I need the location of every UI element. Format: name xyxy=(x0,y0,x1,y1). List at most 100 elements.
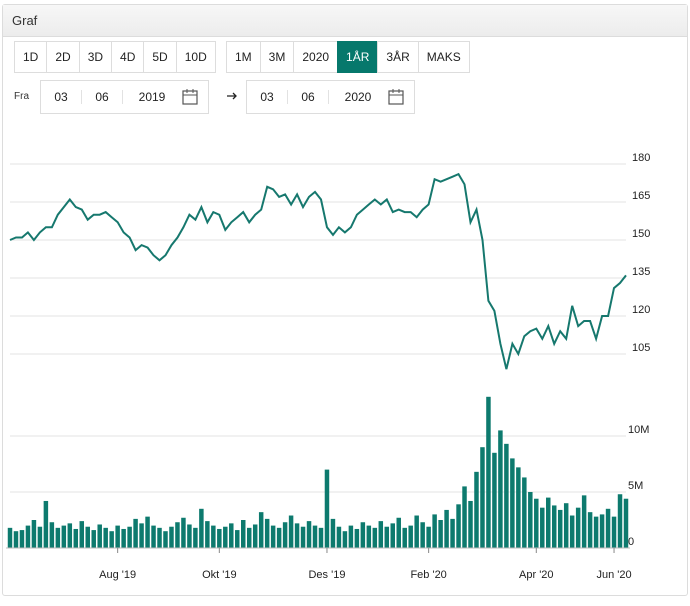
range-button[interactable]: 3M xyxy=(259,41,295,73)
calendar-icon[interactable] xyxy=(181,88,199,106)
from-date[interactable]: 03 06 2019 xyxy=(40,80,209,114)
volume-bar xyxy=(510,458,515,548)
volume-bar xyxy=(450,518,455,548)
volume-bar xyxy=(276,527,282,548)
volume-bar xyxy=(97,524,102,548)
volume-bar xyxy=(139,523,144,548)
volume-bar xyxy=(127,526,132,548)
calendar-icon[interactable] xyxy=(387,88,405,106)
volume-bar xyxy=(163,531,168,548)
y-tick-label: 180 xyxy=(632,152,650,164)
y-tick-label: 10M xyxy=(628,424,649,436)
volume-bar xyxy=(258,512,264,548)
volume-bar xyxy=(67,523,73,548)
x-tick-label: Apr '20 xyxy=(519,569,554,581)
volume-bar xyxy=(294,523,300,548)
volume-bar xyxy=(169,526,174,548)
volume-bar xyxy=(534,498,539,548)
volume-bar xyxy=(73,528,79,548)
volume-bar xyxy=(246,527,252,548)
range-button[interactable]: MAKS xyxy=(417,41,470,73)
volume-bar xyxy=(414,515,419,548)
volume-bar xyxy=(390,523,395,548)
volume-bar xyxy=(378,521,384,548)
volume-bar xyxy=(175,522,180,548)
volume-bar xyxy=(557,509,563,548)
volume-bar xyxy=(372,527,378,548)
to-month: 06 xyxy=(301,90,315,104)
to-date[interactable]: 03 06 2020 xyxy=(246,80,415,114)
range-button[interactable]: 3ÅR xyxy=(377,41,419,73)
volume-bar xyxy=(264,518,270,548)
volume-bar xyxy=(103,527,108,548)
volume-bar xyxy=(360,522,366,548)
x-tick-label: Aug '19 xyxy=(99,569,136,581)
volume-bar xyxy=(408,525,413,548)
volume-bar xyxy=(623,498,629,548)
volume-bar xyxy=(235,530,240,548)
volume-bar xyxy=(211,525,216,548)
to-year: 2020 xyxy=(344,90,372,104)
volume-bar xyxy=(480,447,485,548)
separator xyxy=(81,90,82,104)
volume-bar xyxy=(540,507,545,548)
volume-bar xyxy=(617,494,623,548)
volume-bar xyxy=(205,521,210,548)
volume-bar xyxy=(504,443,509,548)
volume-bar xyxy=(468,500,473,548)
range-button[interactable]: 4D xyxy=(111,41,145,73)
volume-bar xyxy=(569,515,575,548)
volume-bar xyxy=(61,525,67,548)
separator xyxy=(328,90,329,104)
volume-bar xyxy=(318,527,324,548)
volume-bar xyxy=(342,531,348,548)
range-button[interactable]: 1M xyxy=(226,41,261,73)
range-button[interactable]: 2D xyxy=(46,41,80,73)
x-tick-label: Jun '20 xyxy=(596,569,631,581)
volume-bar xyxy=(145,516,150,548)
volume-bar xyxy=(324,469,330,548)
volume-bar xyxy=(300,526,306,548)
volume-bar xyxy=(336,526,342,548)
volume-bar xyxy=(444,509,449,548)
range-button[interactable]: 5D xyxy=(143,41,177,73)
volume-bar xyxy=(7,527,13,548)
short-range-group: 1D 2D 3D 4D 5D 10D xyxy=(14,41,216,73)
volume-bar xyxy=(402,527,407,548)
volume-bar xyxy=(563,503,569,548)
volume-bar xyxy=(522,477,527,548)
volume-bar xyxy=(492,452,497,548)
volume-bar xyxy=(79,521,85,548)
long-range-group: 1M 3M 2020 1ÅR 3ÅR MAKS xyxy=(226,41,470,73)
range-button[interactable]: 10D xyxy=(175,41,216,73)
volume-bar xyxy=(354,528,360,548)
volume-bar xyxy=(575,507,581,548)
range-button[interactable]: 1ÅR xyxy=(337,41,379,73)
to-day: 03 xyxy=(260,90,274,104)
volume-bar xyxy=(587,512,593,548)
volume-bar xyxy=(115,525,120,548)
volume-bar xyxy=(187,524,192,548)
volume-bar xyxy=(611,516,617,548)
volume-bar xyxy=(13,531,19,548)
range-button[interactable]: 2020 xyxy=(293,41,339,73)
volume-bar xyxy=(366,525,372,548)
volume-bar xyxy=(348,525,354,548)
from-label: Fra xyxy=(14,91,29,102)
volume-bar xyxy=(546,497,551,548)
volume-bar xyxy=(306,521,312,548)
separator xyxy=(122,90,123,104)
volume-bar xyxy=(19,530,25,548)
y-tick-label: 135 xyxy=(632,266,650,278)
volume-bar xyxy=(85,526,90,548)
volume-bar xyxy=(109,531,114,548)
volume-bar xyxy=(426,526,431,548)
volume-bar xyxy=(288,515,294,548)
x-tick-label: Feb '20 xyxy=(410,569,446,581)
y-tick-label: 105 xyxy=(632,342,650,354)
separator xyxy=(287,90,288,104)
volume-bar xyxy=(581,495,587,548)
volume-bar xyxy=(330,518,336,548)
panel-title: Graf xyxy=(12,13,38,28)
volume-bar xyxy=(181,517,186,548)
